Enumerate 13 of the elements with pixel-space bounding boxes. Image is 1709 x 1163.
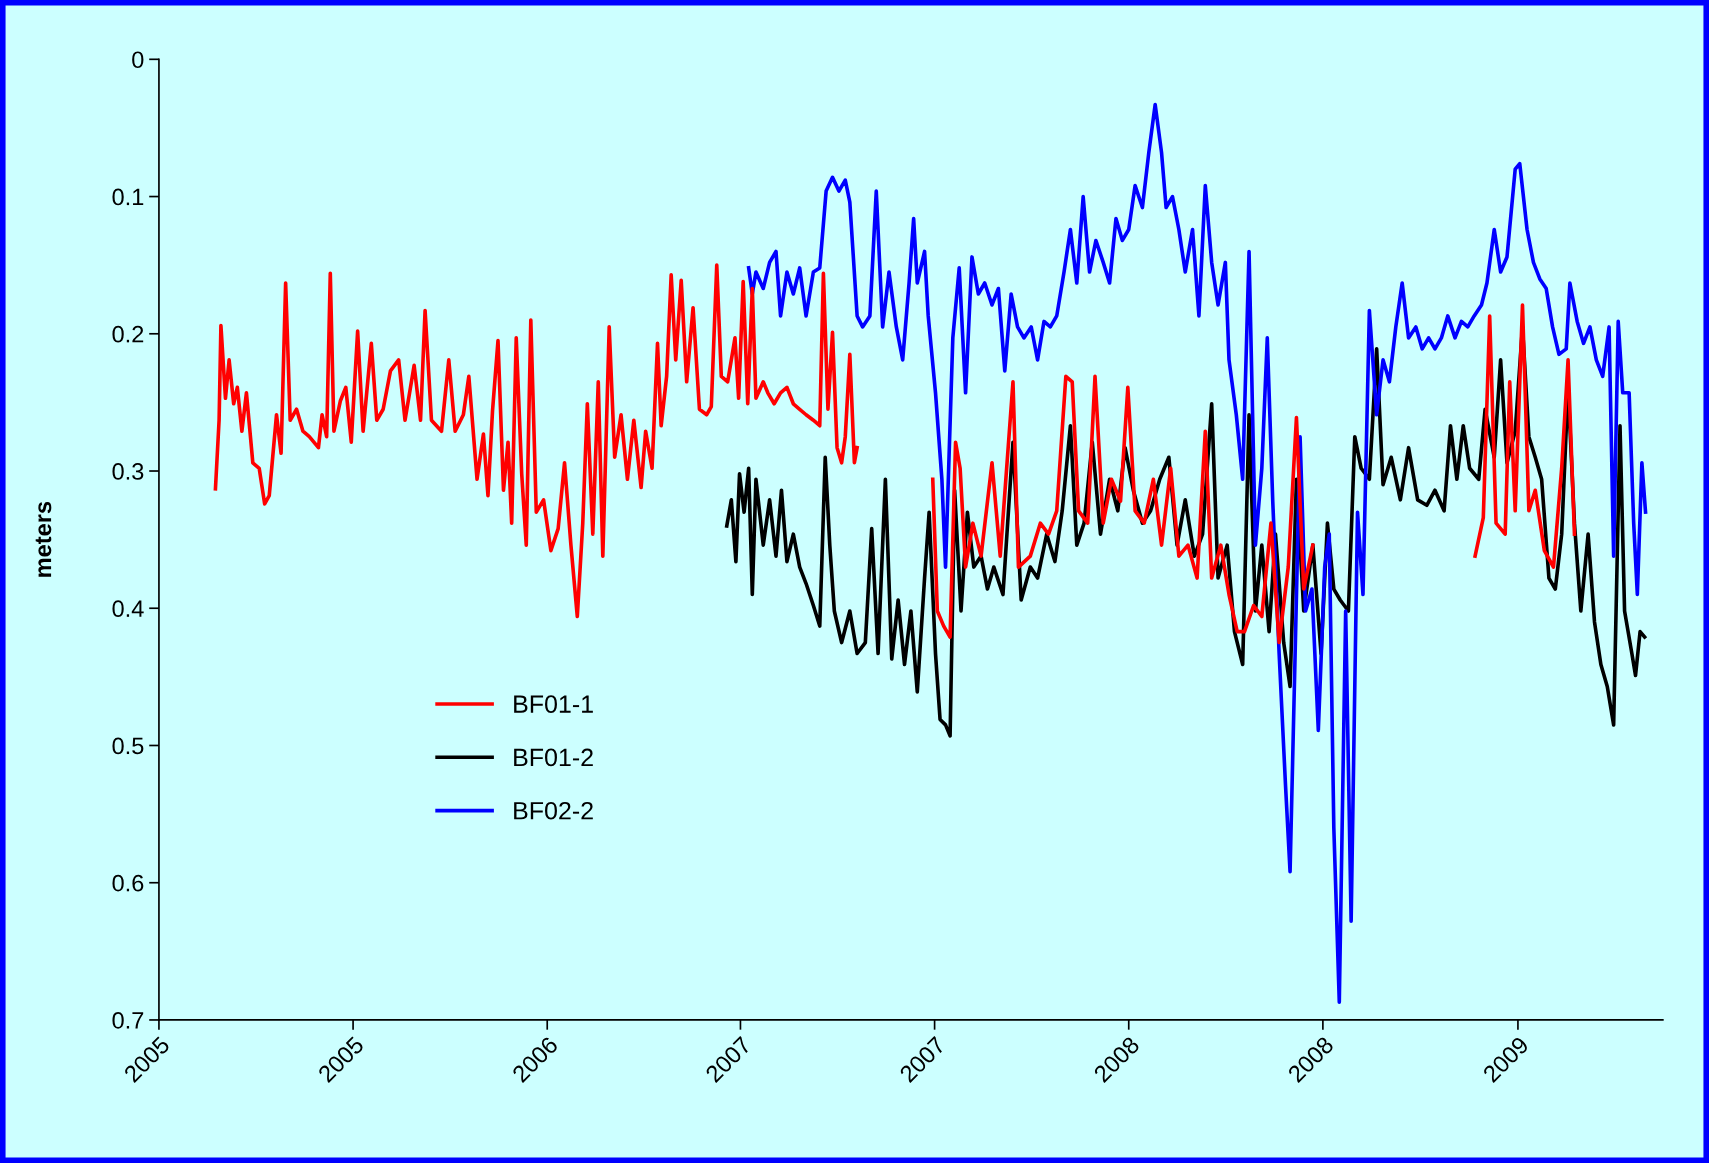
y-axis-title: meters: [35, 501, 52, 577]
legend-label: BF01-1: [514, 695, 593, 713]
y-tick-label: 0: [132, 51, 144, 69]
y-tick-label: 0.2: [112, 325, 144, 343]
line-series: [746, 102, 1648, 1004]
y-tick-label: 0.1: [112, 188, 144, 206]
y-tick-label: 0.4: [112, 600, 144, 618]
legend-label: BF01-2: [514, 748, 593, 767]
y-tick-label: 0.7: [112, 1012, 144, 1029]
y-tick-label: 0.5: [112, 737, 144, 755]
y-tick-label: 0.3: [112, 463, 144, 480]
legend-label: BF02-2: [514, 801, 593, 820]
y-tick-label: 0.6: [112, 874, 144, 892]
